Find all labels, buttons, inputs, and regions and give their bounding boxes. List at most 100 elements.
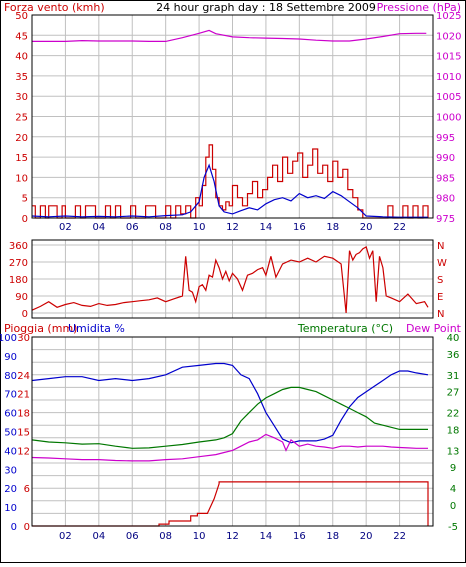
- series-pioggia-mm-: [32, 481, 429, 527]
- compass-tick-label: S: [437, 275, 443, 286]
- wind-y-tick-label: 20: [15, 133, 28, 144]
- compass-tick-label: N: [437, 309, 444, 320]
- humidity-y-tick-label: 30: [4, 465, 17, 476]
- dew-point-label: Dew Point: [406, 322, 462, 335]
- wind-x-tick-label: 14: [260, 222, 273, 233]
- humidity-y-tick-label: 40: [4, 446, 17, 457]
- wind-y-tick-label: 40: [15, 52, 28, 63]
- wind-x-tick-label: 08: [159, 222, 172, 233]
- compass-tick-label: E: [437, 292, 443, 303]
- rain-y-tick-label: 6: [24, 484, 30, 495]
- direction-y-tick-label: 0: [22, 309, 28, 320]
- wind-y-tick-label: 45: [15, 31, 28, 42]
- wind-x-tick-label: 10: [193, 222, 206, 233]
- humidity-y-tick-label: 70: [4, 390, 17, 401]
- humidity-y-tick-label: 90: [4, 352, 17, 363]
- rain-plot-border: [31, 336, 434, 527]
- wind-x-tick-label: 20: [360, 222, 373, 233]
- rain-humidity-temp-panel: 02 04 06 08 10 12 14 16 18 20 22100908070605040302…: [0, 333, 459, 542]
- wind-y-tick-label: 30: [15, 92, 28, 103]
- temperature-y-tick-label: 36: [447, 350, 460, 361]
- temperature-y-tick-label: 18: [447, 425, 460, 436]
- wind-pressure-panel: 02 04 06 08 10 12 14 16 18 20 22051015202530354045…: [15, 11, 461, 233]
- temperature-y-tick-label: 13: [447, 446, 460, 457]
- direction-plot-border: [31, 239, 434, 319]
- rain-x-tick-label: 20: [360, 531, 373, 542]
- humidity-y-tick-label: 20: [4, 484, 17, 495]
- wind-series-magenta: [32, 29, 427, 43]
- pressure-y-tick-label: 1010: [436, 72, 461, 83]
- wind-series-blue: [31, 163, 428, 218]
- temperature-label: Temperatura (°C): [297, 322, 393, 335]
- direction-y-tick-label: 360: [9, 241, 28, 252]
- compass-tick-label: N: [437, 241, 444, 252]
- humidity-y-tick-label: 10: [4, 503, 17, 514]
- rain-x-tick-label: 08: [159, 531, 172, 542]
- humidity-y-tick-label: 0: [11, 522, 17, 533]
- pressure-y-tick-label: 985: [436, 173, 455, 184]
- temperature-y-tick-label: 4: [450, 484, 456, 495]
- pressure-y-tick-label: 1015: [436, 52, 461, 63]
- wind-x-tick-label: 16: [293, 222, 306, 233]
- rain-label: Pioggia (mm): [4, 322, 77, 335]
- humidity-y-tick-label: 100: [0, 333, 17, 344]
- series-dew-point: [31, 433, 428, 462]
- rain-y-tick-label: 12: [17, 446, 30, 457]
- pressure-y-tick-label: 1025: [436, 11, 461, 22]
- wind-x-tick-label: 04: [92, 222, 105, 233]
- direction-y-tick-label: 90: [15, 292, 28, 303]
- temperature-y-tick-label: 22: [447, 409, 460, 420]
- pressure-title: Pressione (hPa): [377, 1, 461, 14]
- pressure-y-tick-label: 1005: [436, 92, 461, 103]
- temperature-y-tick-label: 27: [447, 388, 460, 399]
- rain-x-tick-label: 12: [226, 531, 239, 542]
- pressure-y-tick-label: 975: [436, 214, 455, 225]
- wind-x-tick-label: 02: [59, 222, 72, 233]
- series-umidita-: [31, 362, 429, 444]
- rain-x-tick-label: 22: [393, 531, 406, 542]
- temperature-y-tick-label: 0: [450, 501, 456, 512]
- humidity-y-tick-label: 50: [4, 428, 17, 439]
- compass-tick-label: W: [437, 258, 447, 269]
- rain-x-tick-label: 04: [92, 531, 105, 542]
- rain-x-tick-label: 14: [260, 531, 273, 542]
- rain-y-tick-label: 18: [17, 409, 30, 420]
- humidity-label: Umidita %: [68, 322, 125, 335]
- wind-x-tick-label: 18: [326, 222, 339, 233]
- pressure-y-tick-label: 980: [436, 194, 455, 205]
- temperature-y-tick-label: 40: [447, 333, 460, 344]
- rain-y-tick-label: 0: [24, 522, 30, 533]
- rain-x-tick-label: 10: [193, 531, 206, 542]
- wind-y-tick-label: 5: [22, 194, 28, 205]
- rain-x-tick-label: 02: [59, 531, 72, 542]
- wind-y-tick-label: 35: [15, 72, 28, 83]
- wind-y-tick-label: 50: [15, 11, 28, 22]
- rain-y-tick-label: 24: [17, 371, 30, 382]
- rain-x-tick-label: 16: [293, 531, 306, 542]
- wind-y-tick-label: 10: [15, 173, 28, 184]
- wind-direction-panel: 0 N 90 E 180 S 270 W 360 N: [9, 239, 447, 320]
- wind-speed-title: Forza vento (kmh): [4, 1, 105, 14]
- wind-plot-border: [31, 14, 434, 219]
- pressure-y-tick-label: 990: [436, 153, 455, 164]
- pressure-y-tick-label: 995: [436, 133, 455, 144]
- pressure-y-tick-label: 1020: [436, 31, 461, 42]
- temperature-y-tick-label: 9: [450, 463, 456, 474]
- temperature-y-tick-label: 31: [447, 371, 460, 382]
- direction-y-tick-label: 270: [9, 258, 28, 269]
- humidity-y-tick-label: 80: [4, 371, 17, 382]
- direction-y-tick-label: 180: [9, 275, 28, 286]
- rain-y-tick-label: 21: [17, 390, 30, 401]
- rain-y-tick-label: 15: [17, 428, 30, 439]
- humidity-y-tick-label: 60: [4, 409, 17, 420]
- wind-x-tick-label: 12: [226, 222, 239, 233]
- wind-x-tick-label: 22: [393, 222, 406, 233]
- wind-x-tick-label: 06: [126, 222, 139, 233]
- wind-y-tick-label: 0: [22, 214, 28, 225]
- rain-x-tick-label: 18: [326, 531, 339, 542]
- temperature-y-tick-label: -5: [448, 522, 458, 533]
- wind-y-tick-label: 25: [15, 113, 28, 124]
- rain-x-tick-label: 06: [126, 531, 139, 542]
